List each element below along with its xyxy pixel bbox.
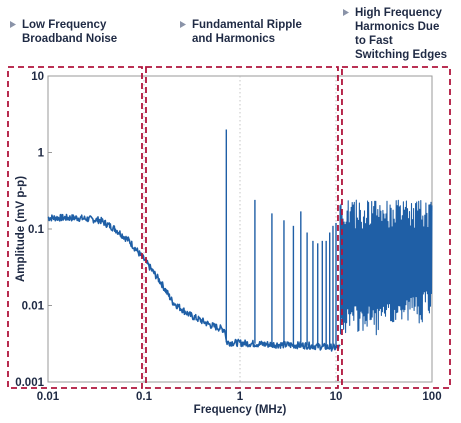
x-tick-label: 1 bbox=[237, 391, 244, 403]
triangle-marker-icon bbox=[180, 21, 186, 28]
region-label-high-line1: High Frequency bbox=[355, 7, 443, 19]
y-tick-label: 0.001 bbox=[15, 377, 44, 389]
region-box bbox=[7, 66, 143, 389]
x-tick-label: 100 bbox=[422, 391, 441, 403]
region-label-mid-line2: and Harmonics bbox=[192, 33, 275, 45]
region-labels: Low Frequency Broadband Noise Fundamenta… bbox=[10, 7, 447, 61]
x-tick-label: 0.01 bbox=[37, 391, 60, 403]
x-tick-labels: 0.01 0.1 1 10 100 bbox=[37, 391, 442, 403]
region-label-low-line1: Low Frequency bbox=[22, 19, 107, 31]
region-label-low-line2: Broadband Noise bbox=[22, 33, 117, 45]
region-label-mid: Fundamental Ripple and Harmonics bbox=[180, 19, 302, 45]
region-label-mid-line1: Fundamental Ripple bbox=[192, 19, 302, 31]
region-label-high-line3: to Fast bbox=[355, 35, 393, 47]
region-boxes bbox=[7, 66, 451, 389]
x-tick-label: 10 bbox=[330, 391, 343, 403]
y-tick-label: 0.1 bbox=[28, 224, 45, 236]
triangle-marker-icon bbox=[10, 21, 16, 28]
region-box bbox=[341, 66, 451, 389]
series-group bbox=[47, 129, 433, 352]
y-tick-labels: 10 1 0.1 0.01 0.001 bbox=[15, 71, 52, 389]
region-label-high-line4: Switching Edges bbox=[355, 49, 447, 61]
region-label-high-line2: Harmonics Due bbox=[355, 21, 439, 33]
x-tick-label: 0.1 bbox=[136, 391, 153, 403]
region-box bbox=[145, 66, 339, 389]
y-tick-label: 0.01 bbox=[22, 301, 45, 313]
y-tick-label: 1 bbox=[38, 148, 45, 160]
region-label-low: Low Frequency Broadband Noise bbox=[10, 19, 117, 45]
triangle-marker-icon bbox=[343, 9, 349, 16]
region-label-high: High Frequency Harmonics Due to Fast Swi… bbox=[343, 7, 447, 61]
high-frequency-harmonics-trace bbox=[339, 199, 433, 336]
y-axis-title: Amplitude (mV p-p) bbox=[15, 176, 27, 282]
x-axis-title: Frequency (MHz) bbox=[194, 404, 287, 416]
noise-floor-trace bbox=[47, 213, 341, 352]
y-tick-label: 10 bbox=[31, 71, 44, 83]
